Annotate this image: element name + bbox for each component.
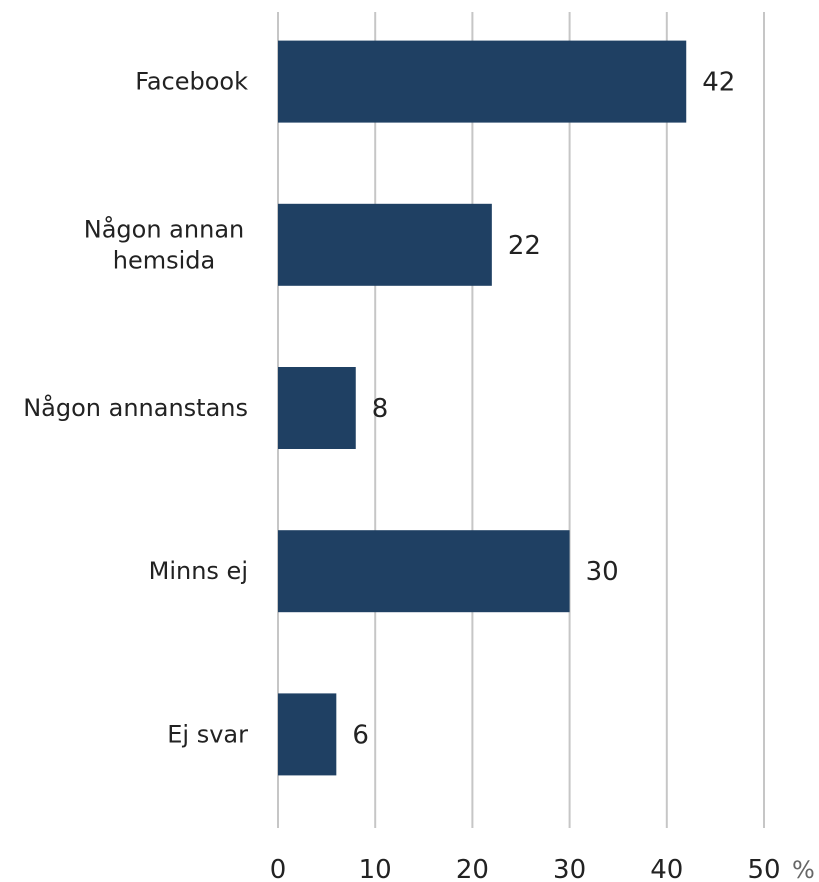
data-label: 6 (352, 720, 369, 750)
x-tick-label: 10 (359, 855, 392, 882)
labels: 42 Facebook 22 Någon annan hemsida 8 Någon ann… (23, 68, 735, 751)
bars (278, 40, 687, 776)
category-label: hemsida (113, 246, 215, 274)
data-label: 22 (508, 231, 541, 261)
category-label: Någon annan (84, 214, 244, 243)
x-tick-label: 50 (747, 855, 780, 882)
category-label: Minns ej (149, 557, 248, 585)
x-axis-unit: % (792, 856, 815, 882)
bar (278, 693, 337, 776)
x-tick-label: 40 (650, 855, 683, 882)
gridlines (277, 12, 765, 828)
x-tick-label: 30 (553, 855, 586, 882)
bar (278, 40, 687, 123)
bar (278, 530, 570, 613)
bar (278, 367, 356, 449)
x-axis-ticks: 0 10 20 30 40 50% (270, 855, 815, 882)
category-label: Facebook (135, 68, 248, 96)
category-label: Någon annanstans (23, 393, 248, 422)
data-label: 8 (372, 394, 389, 424)
x-tick-label: 0 (270, 855, 287, 882)
bar (278, 203, 492, 286)
data-label: 42 (702, 68, 735, 98)
category-label: Ej svar (167, 720, 248, 748)
data-label: 30 (586, 557, 619, 587)
x-tick-label: 20 (456, 855, 489, 882)
